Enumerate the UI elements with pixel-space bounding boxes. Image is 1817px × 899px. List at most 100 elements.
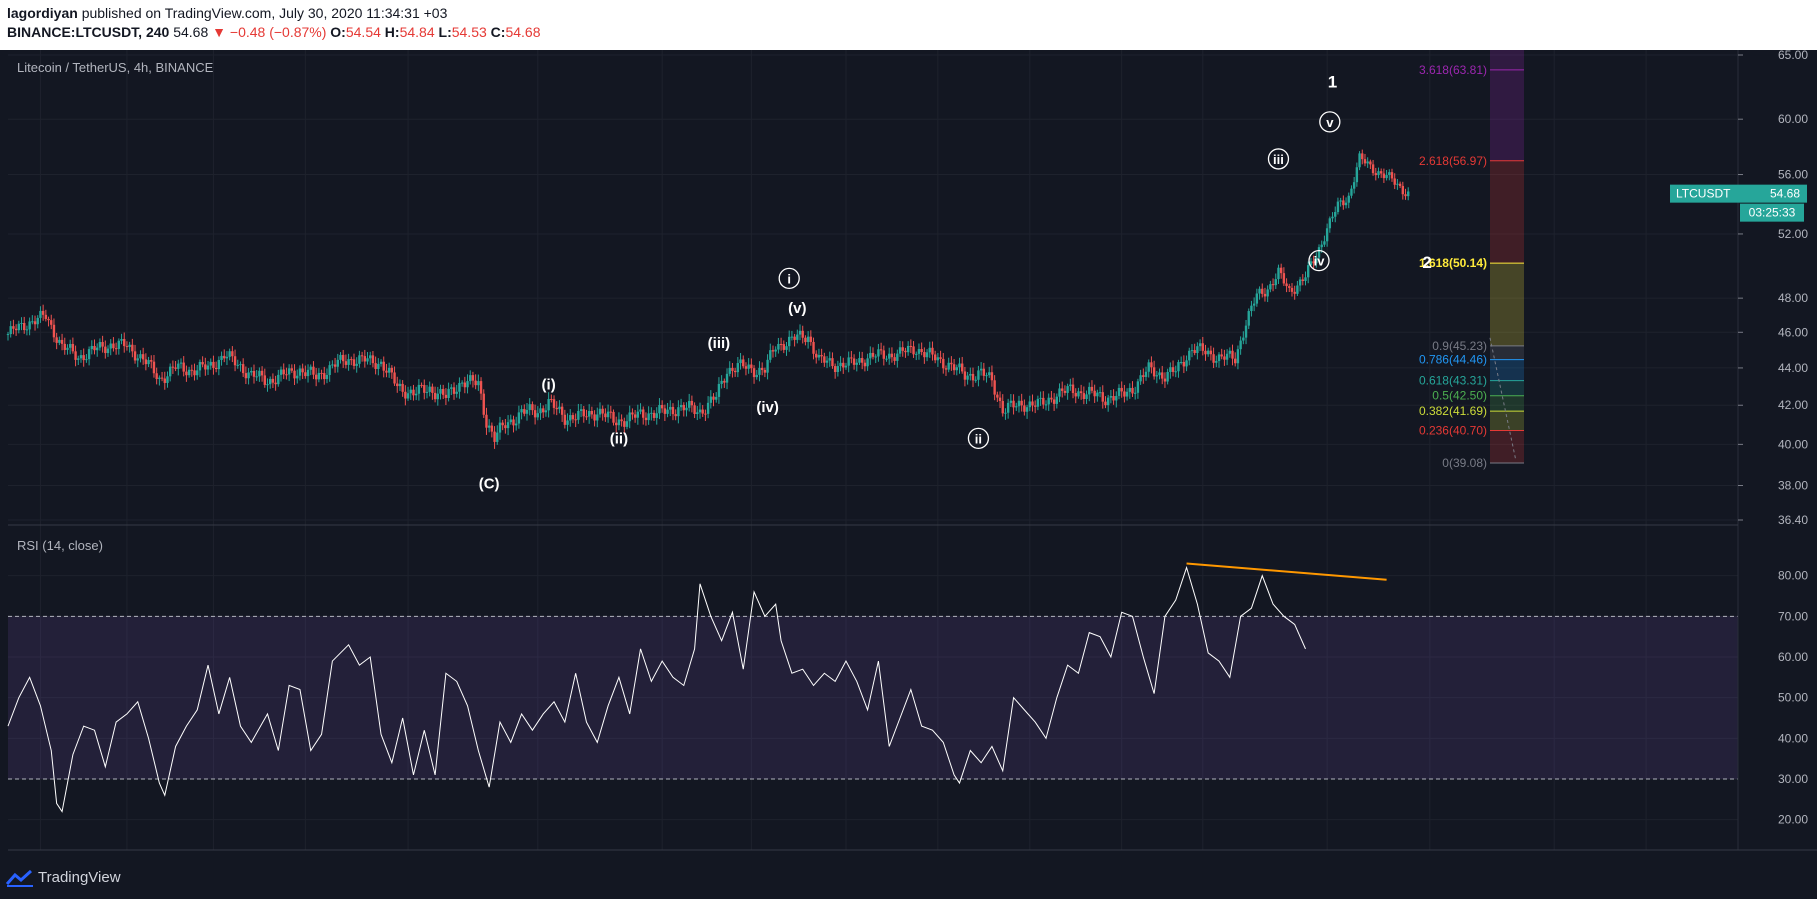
candle-body [669, 406, 672, 410]
tradingview-brand[interactable]: TradingView [38, 869, 121, 886]
tradingview-logo-icon[interactable] [5, 868, 35, 888]
candle-body [433, 392, 437, 400]
candle-body [793, 336, 796, 340]
price-tick-label: 36.40 [1778, 513, 1808, 527]
candle-body [1123, 391, 1126, 397]
candle-body [231, 351, 234, 357]
candle-body [1131, 387, 1134, 394]
candle-body [417, 384, 421, 394]
candle-body [1206, 350, 1210, 355]
candle-body [293, 370, 296, 379]
candle-body [1155, 375, 1159, 377]
wave-label: i [787, 271, 791, 286]
candle-body [436, 393, 439, 400]
candle-body [252, 371, 256, 377]
author-name[interactable]: lagordiyan [7, 5, 78, 21]
candle-body [401, 383, 404, 392]
chart-canvas[interactable]: Litecoin / TetherUS, 4h, BINANCE RSI (14… [0, 50, 1817, 856]
candle-body [1088, 386, 1091, 395]
candle-body [1190, 350, 1194, 352]
candle-body [1261, 288, 1264, 294]
candle-body [1388, 172, 1391, 176]
candle-body [998, 397, 1002, 401]
candle-body [298, 368, 302, 376]
candle-body [1004, 412, 1007, 414]
candle-body [1033, 405, 1037, 407]
fib-level-label: 0.9(45.23) [1432, 339, 1487, 353]
candle-body [141, 354, 145, 360]
candle-body [155, 373, 158, 380]
candle-body [920, 349, 923, 352]
candle-body [1401, 185, 1405, 195]
candle-body [247, 372, 250, 379]
candle-body [325, 374, 329, 380]
candle-body [996, 394, 999, 398]
candle-body [396, 383, 399, 387]
wave-label: ii [975, 431, 982, 446]
candle-body [1069, 384, 1072, 387]
countdown-value: 03:25:33 [1749, 206, 1796, 220]
candle-body [14, 328, 18, 331]
fib-level-label: 0.382(41.69) [1419, 404, 1487, 418]
fib-zone [1490, 50, 1524, 70]
candle-body [306, 369, 310, 377]
candle-body [639, 409, 642, 412]
candle-body [755, 374, 758, 378]
candle-body [1234, 358, 1237, 364]
candle-body [923, 351, 926, 358]
candle-body [439, 388, 442, 394]
candle-body [655, 413, 658, 418]
candle-body [1198, 343, 1202, 347]
candle-body [50, 320, 53, 325]
price-tick-label: 40.00 [1778, 437, 1808, 451]
candle-body [1244, 325, 1248, 338]
candle-body [509, 419, 512, 423]
candle-body [723, 380, 726, 383]
candle-body [993, 380, 996, 395]
candle-body [1371, 164, 1375, 174]
wave-label: iv [1314, 254, 1326, 269]
candle-body [598, 408, 602, 415]
candle-body [1188, 350, 1191, 361]
candle-body [144, 359, 148, 365]
candle-body [833, 366, 837, 373]
candle-body [1363, 159, 1367, 164]
candle-body [1142, 375, 1145, 377]
candle-body [566, 420, 569, 425]
candle-body [277, 374, 280, 385]
candle-body [1074, 393, 1077, 397]
candle-body [1106, 397, 1110, 406]
candles [6, 149, 1410, 449]
candle-body [585, 416, 588, 418]
candle-body [109, 343, 112, 349]
candle-body [942, 358, 945, 369]
candle-body [377, 363, 380, 369]
candle-body [1063, 390, 1067, 393]
candle-body [428, 386, 431, 392]
candle-body [763, 369, 767, 373]
candle-body [931, 347, 934, 355]
candle-body [28, 321, 31, 330]
fib-level-label: 3.618(63.81) [1419, 63, 1487, 77]
rsi-pane [7, 562, 1738, 813]
candle-body [1052, 399, 1056, 404]
candle-body [782, 344, 785, 350]
candle-body [287, 368, 291, 375]
candle-body [650, 412, 653, 414]
candle-body [855, 362, 858, 365]
candle-body [101, 342, 104, 347]
candle-body [958, 363, 961, 368]
candle-body [1090, 386, 1094, 391]
candle-body [1209, 350, 1213, 355]
candle-body [171, 366, 175, 368]
candle-body [404, 391, 407, 399]
fibonacci-extension[interactable]: 3.618(63.81) 2.618(56.97) 1.618(50.14) 0.9(… [1419, 50, 1524, 470]
price-tick-label: 52.00 [1778, 227, 1808, 241]
candle-body [309, 366, 312, 370]
candle-body [733, 370, 737, 373]
candle-body [1115, 395, 1118, 401]
candle-body [517, 412, 521, 424]
candle-body [1023, 405, 1026, 412]
candle-body [1039, 397, 1042, 399]
candle-body [52, 324, 56, 338]
